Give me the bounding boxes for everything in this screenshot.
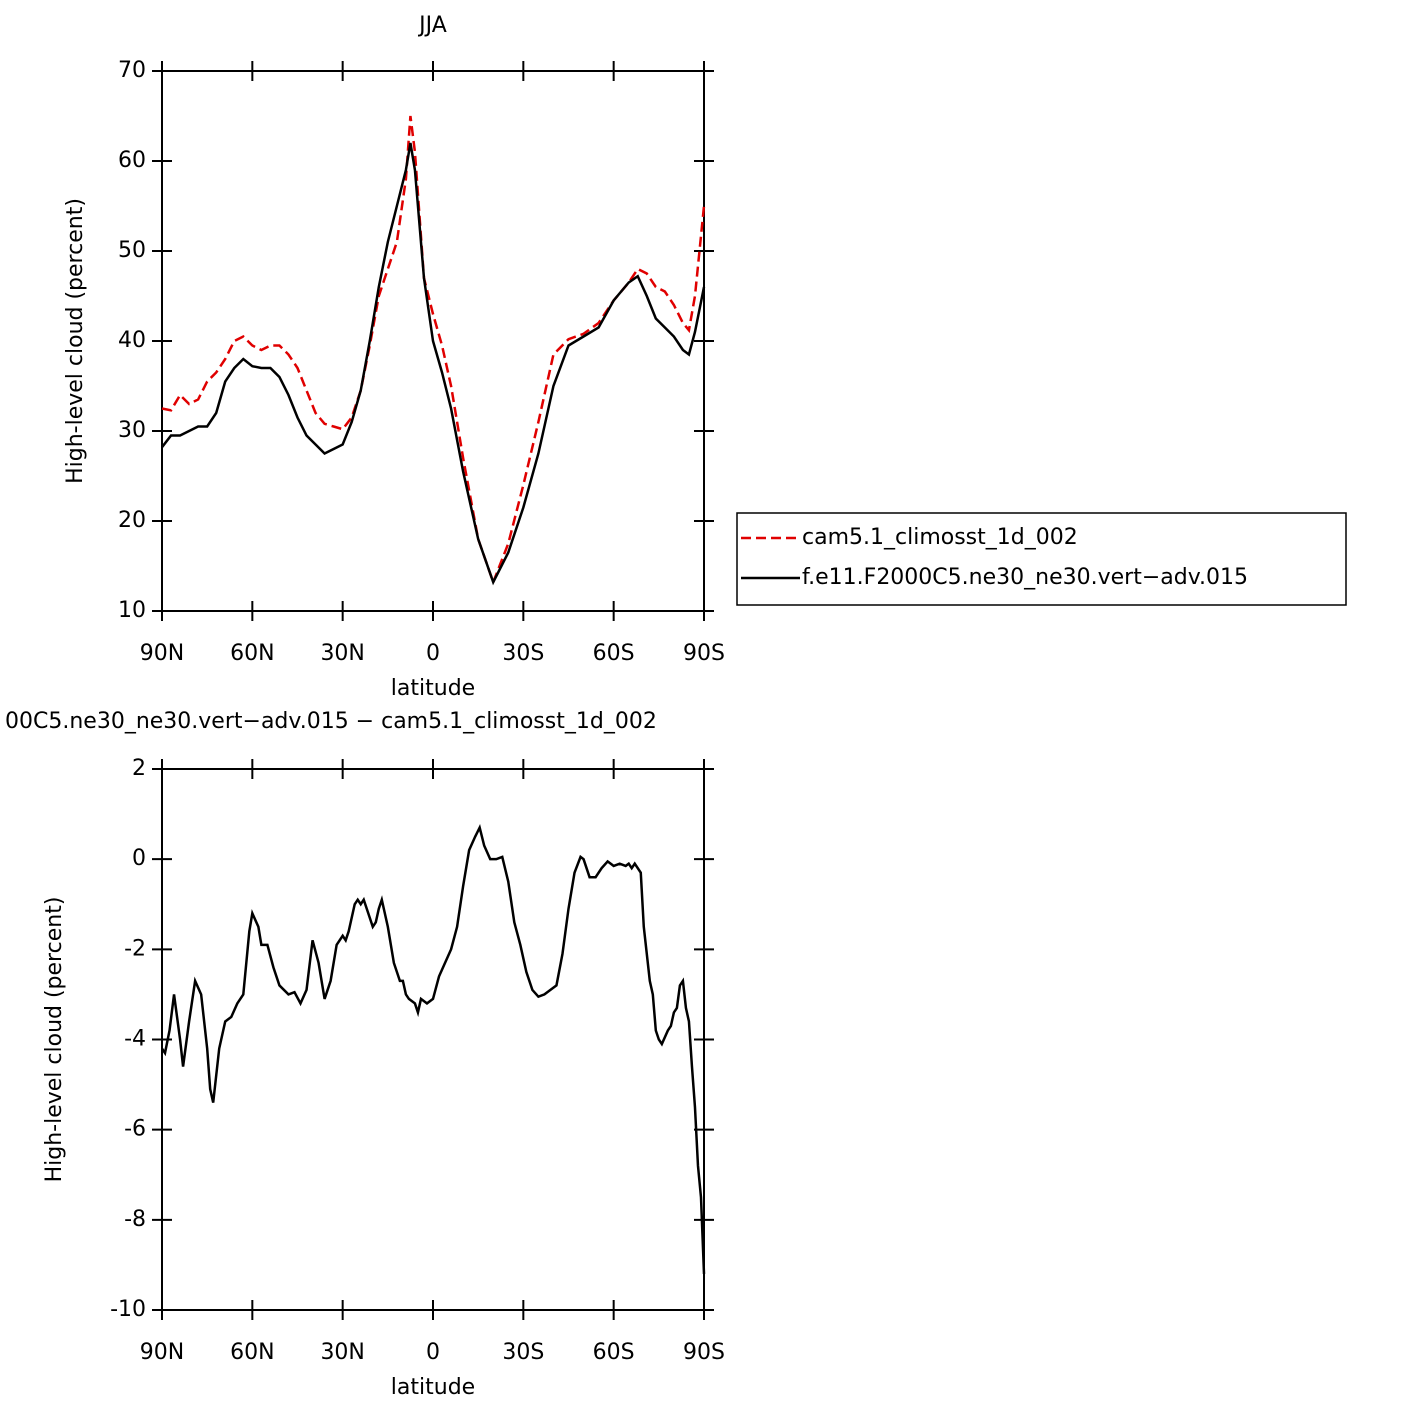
- x-tick-label: 0: [426, 641, 440, 666]
- y-tick-label: -8: [124, 1207, 146, 1232]
- x-tick-label: 60S: [593, 641, 635, 666]
- plot-frame: [161, 70, 705, 612]
- x-tick-label: 30S: [502, 1340, 544, 1365]
- legend-label: f.e11.F2000C5.ne30_ne30.vert−adv.015: [802, 565, 1248, 590]
- y-tick-label: 50: [118, 238, 146, 263]
- y-tick-label: 60: [118, 148, 146, 173]
- x-tick-label: 90N: [140, 641, 184, 666]
- legend-label: cam5.1_climosst_1d_002: [802, 525, 1078, 550]
- y-tick-label: 70: [118, 58, 146, 83]
- x-tick-label: 30N: [320, 641, 364, 666]
- y-tick-label: 2: [132, 756, 146, 781]
- x-tick-label: 0: [426, 1340, 440, 1365]
- y-axis-title: High-level cloud (percent): [63, 198, 88, 484]
- y-tick-label: -4: [124, 1027, 146, 1052]
- y-axis-title: High-level cloud (percent): [42, 897, 67, 1183]
- legend-box: [736, 512, 1347, 606]
- y-tick-label: 10: [118, 598, 146, 623]
- data-line: [161, 115, 706, 586]
- data-line: [160, 824, 706, 1274]
- chart-title: JJA: [417, 13, 447, 38]
- y-tick-label: 0: [132, 846, 146, 871]
- x-tick-label: 60N: [230, 641, 274, 666]
- x-axis-title: latitude: [391, 1375, 475, 1400]
- x-tick-label: 30N: [320, 1340, 364, 1365]
- y-tick-label: 20: [118, 508, 146, 533]
- y-tick-label: -6: [124, 1117, 146, 1142]
- chart-title: 00C5.ne30_ne30.vert−adv.015 − cam5.1_cli…: [5, 709, 657, 734]
- x-tick-label: 90S: [683, 641, 725, 666]
- x-tick-label: 30S: [502, 641, 544, 666]
- y-tick-label: -2: [124, 936, 146, 961]
- x-tick-label: 90S: [683, 1340, 725, 1365]
- x-axis-title: latitude: [391, 676, 475, 701]
- x-tick-label: 90N: [140, 1340, 184, 1365]
- y-tick-label: 40: [118, 328, 146, 353]
- y-tick-label: -10: [110, 1297, 146, 1322]
- y-tick-label: 30: [118, 418, 146, 443]
- plot-frame: [161, 768, 705, 1311]
- x-tick-label: 60N: [230, 1340, 274, 1365]
- x-tick-label: 60S: [593, 1340, 635, 1365]
- data-line: [161, 142, 706, 586]
